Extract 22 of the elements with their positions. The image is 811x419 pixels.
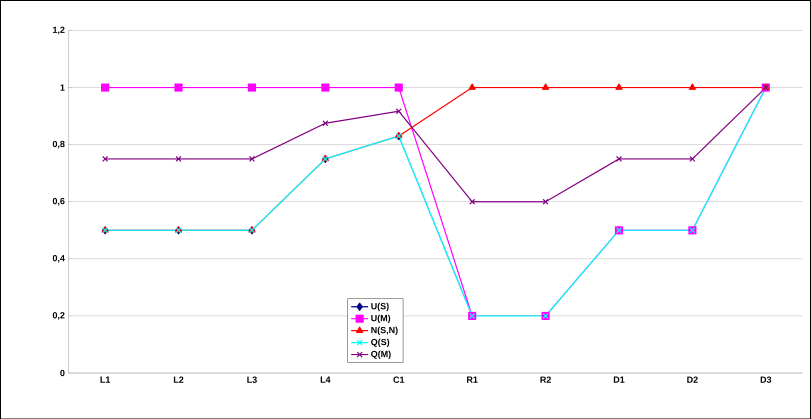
x-tick-label: C1 bbox=[393, 376, 404, 383]
legend-label: N(S,N) bbox=[371, 326, 398, 335]
x-tick-label: L1 bbox=[100, 376, 110, 382]
y-tick-label: 0,6 bbox=[52, 198, 65, 206]
legend-label: Q(S) bbox=[371, 338, 390, 347]
x-tick-label: D3 bbox=[760, 376, 772, 383]
x-tick-label: R2 bbox=[540, 376, 551, 383]
legend-label: U(S) bbox=[371, 302, 389, 311]
y-tick-label: 1,2 bbox=[53, 26, 65, 34]
x-tick-label: R1 bbox=[467, 376, 478, 382]
y-tick-label: 1 bbox=[60, 84, 65, 90]
legend-label: U(M) bbox=[371, 314, 390, 323]
x-tick-label: D2 bbox=[687, 376, 698, 383]
legend-label: Q(M) bbox=[371, 350, 391, 359]
x-tick-label: D1 bbox=[614, 376, 624, 382]
x-tick-label: L3 bbox=[247, 376, 257, 383]
x-tick-label: L2 bbox=[174, 376, 184, 383]
x-tick-label: L4 bbox=[320, 376, 331, 382]
y-tick-label: 0,8 bbox=[52, 140, 65, 148]
y-tick-label: 0,4 bbox=[52, 254, 65, 262]
y-tick-label: 0 bbox=[60, 370, 65, 376]
y-tick-label: 0,2 bbox=[52, 312, 65, 320]
